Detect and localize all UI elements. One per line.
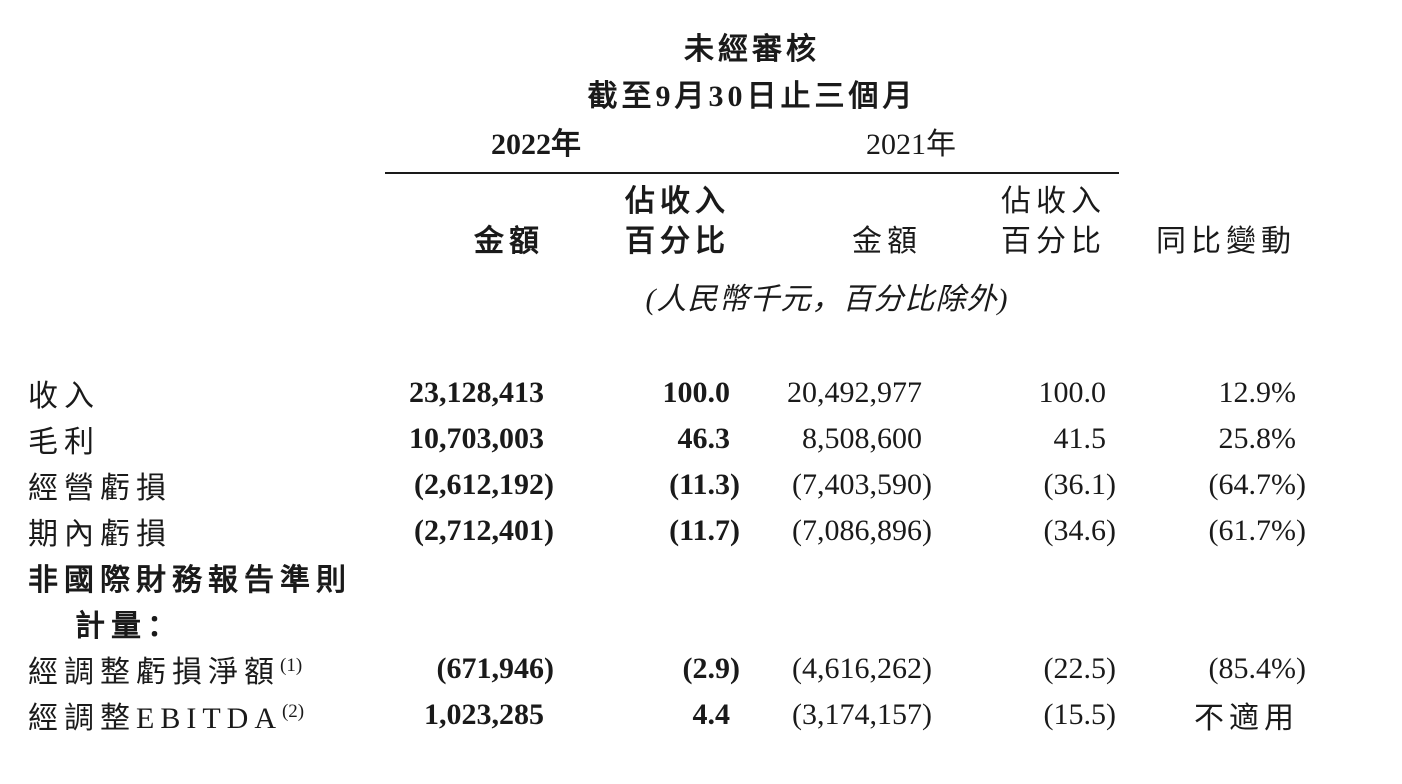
cell-gross-profit-pct-2022: 46.3: [677, 422, 731, 455]
title-period: 截至9月30日止三個月: [587, 80, 917, 113]
column-header-yoy-label: 同比變動: [1156, 225, 1296, 258]
financial-summary-table: 未經審核 截至9月30日止三個月 2022年 2021年 金額 佔收入 百分比 …: [28, 0, 1309, 738]
row-label-adjusted-net-loss: 經調整虧損淨額(1): [28, 646, 385, 692]
section-heading-text: 非國際財務報告準則: [28, 564, 352, 597]
row-label-text: 經調整虧損淨額: [28, 656, 280, 689]
spacer-cell: [1119, 115, 1309, 173]
spacer-cell: [1119, 0, 1309, 68]
table-row: 截至9月30日止三個月: [28, 68, 1309, 115]
table-row: [28, 318, 1309, 370]
column-header-pct-2022-line1: 佔收入: [625, 185, 730, 218]
footnote-marker-2: (2): [281, 701, 305, 722]
cell-adjusted-ebitda-yoy: 不適用: [1194, 702, 1299, 735]
row-label-period-loss: 期內虧損: [28, 508, 385, 554]
cell-gross-profit-amount-2021: 8,508,600: [802, 422, 922, 455]
row-label-text: 經調整EBITDA: [28, 702, 282, 735]
row-label-text: 期內虧損: [28, 518, 172, 551]
column-header-yoy: 同比變動: [1119, 173, 1309, 268]
cell-period-loss-pct-2021: (34.6): [1043, 514, 1116, 547]
cell-operating-loss-pct-2021: (36.1): [1043, 468, 1116, 501]
column-header-pct-2021-line2: 百分比: [1001, 225, 1106, 258]
row-label-text: 經營虧損: [28, 472, 172, 505]
cell-revenue-yoy: 12.9%: [1218, 376, 1297, 409]
row-label-text: 收入: [28, 380, 100, 413]
row-label-adjusted-ebitda: 經調整EBITDA(2): [28, 692, 385, 738]
cell-adjusted-ebitda-amount-2022: 1,023,285: [424, 698, 544, 731]
cell-adjusted-ebitda-pct-2021: (15.5): [1043, 698, 1116, 731]
cell-period-loss-pct-2022: (11.7): [669, 514, 740, 547]
spacer-cell: [28, 318, 1309, 370]
cell-adjusted-ebitda-amount-2021: (3,174,157): [792, 698, 932, 731]
spacer-cell: [28, 268, 385, 318]
currency-unit-note: (人民幣千元，百分比除外): [645, 283, 1009, 316]
cell-period-loss-amount-2021: (7,086,896): [792, 514, 932, 547]
cell-revenue-amount-2021: 20,492,977: [787, 376, 922, 409]
spacer-cell: [1119, 68, 1309, 115]
table-row-gross-profit: 毛利 10,703,003 46.3 8,508,600 41.5 25.8%: [28, 416, 1309, 462]
spacer-cell: [28, 173, 385, 268]
cell-operating-loss-pct-2022: (11.3): [669, 468, 740, 501]
table-row-non-ifrs-heading: 非國際財務報告準則: [28, 554, 1309, 600]
table-row-adjusted-ebitda: 經調整EBITDA(2) 1,023,285 4.4 (3,174,157) (…: [28, 692, 1309, 738]
cell-adjusted-net-loss-amount-2021: (4,616,262): [792, 652, 932, 685]
column-header-pct-2022-line2: 百分比: [625, 225, 730, 258]
section-heading-text: 計量：: [75, 610, 183, 643]
cell-adjusted-ebitda-pct-2022: 4.4: [692, 698, 731, 731]
table-row: 金額 佔收入 百分比 金額 佔收入 百分比 同比變動: [28, 173, 1309, 268]
title-unaudited: 未經審核: [684, 33, 820, 66]
cell-period-loss-amount-2022: (2,712,401): [414, 514, 554, 547]
cell-period-loss-yoy: (61.7%): [1208, 514, 1306, 547]
cell-adjusted-net-loss-pct-2021: (22.5): [1043, 652, 1116, 685]
column-header-amount-2021-label: 金額: [852, 225, 922, 258]
column-header-amount-2022: 金額: [385, 173, 557, 268]
empty-cell: [1119, 554, 1309, 600]
table-row-operating-loss: 經營虧損 (2,612,192) (11.3) (7,403,590) (36.…: [28, 462, 1309, 508]
cell-revenue-pct-2021: 100.0: [1038, 376, 1107, 409]
cell-operating-loss-amount-2022: (2,612,192): [414, 468, 554, 501]
row-label-operating-loss: 經營虧損: [28, 462, 385, 508]
footnote-marker-1: (1): [280, 655, 303, 676]
table-row: 2022年 2021年: [28, 115, 1309, 174]
cell-adjusted-net-loss-pct-2022: (2.9): [682, 652, 740, 685]
section-heading-non-ifrs: 非國際財務報告準則: [28, 554, 385, 600]
cell-operating-loss-yoy: (64.7%): [1208, 468, 1306, 501]
year-header-2022: 2022年: [385, 115, 743, 174]
cell-operating-loss-amount-2021: (7,403,590): [792, 468, 932, 501]
cell-adjusted-net-loss-yoy: (85.4%): [1208, 652, 1306, 685]
row-label-gross-profit: 毛利: [28, 416, 385, 462]
empty-cell: [935, 554, 1119, 600]
spacer-cell: [28, 0, 385, 68]
table-row: (人民幣千元，百分比除外): [28, 268, 1309, 318]
empty-cell: [743, 600, 935, 646]
table-row-revenue: 收入 23,128,413 100.0 20,492,977 100.0 12.…: [28, 370, 1309, 416]
table-row-adjusted-net-loss: 經調整虧損淨額(1) (671,946) (2.9) (4,616,262) (…: [28, 646, 1309, 692]
table-row-period-loss: 期內虧損 (2,712,401) (11.7) (7,086,896) (34.…: [28, 508, 1309, 554]
year-header-2021: 2021年: [743, 115, 1119, 174]
table-row: 未經審核: [28, 0, 1309, 68]
empty-cell: [743, 554, 935, 600]
empty-cell: [557, 554, 743, 600]
table-row-non-ifrs-heading-cont: 計量：: [28, 600, 1309, 646]
cell-adjusted-net-loss-amount-2022: (671,946): [436, 652, 554, 685]
cell-gross-profit-yoy: 25.8%: [1218, 422, 1297, 455]
row-label-revenue: 收入: [28, 370, 385, 416]
empty-cell: [385, 600, 557, 646]
empty-cell: [1119, 600, 1309, 646]
column-header-amount-2021: 金額: [743, 173, 935, 268]
empty-cell: [557, 600, 743, 646]
spacer-cell: [28, 115, 385, 173]
spacer-cell: [28, 68, 385, 115]
cell-gross-profit-pct-2021: 41.5: [1053, 422, 1107, 455]
column-header-amount-2022-label: 金額: [474, 225, 544, 258]
section-heading-measures: 計量：: [28, 600, 385, 646]
column-header-pct-2021-line1: 佔收入: [1001, 185, 1106, 218]
cell-revenue-amount-2022: 23,128,413: [409, 376, 544, 409]
column-header-pct-2021: 佔收入 百分比: [935, 173, 1119, 268]
empty-cell: [935, 600, 1119, 646]
cell-gross-profit-amount-2022: 10,703,003: [409, 422, 544, 455]
empty-cell: [385, 554, 557, 600]
row-label-text: 毛利: [28, 426, 100, 459]
column-header-pct-2022: 佔收入 百分比: [557, 173, 743, 268]
cell-revenue-pct-2022: 100.0: [662, 376, 731, 409]
